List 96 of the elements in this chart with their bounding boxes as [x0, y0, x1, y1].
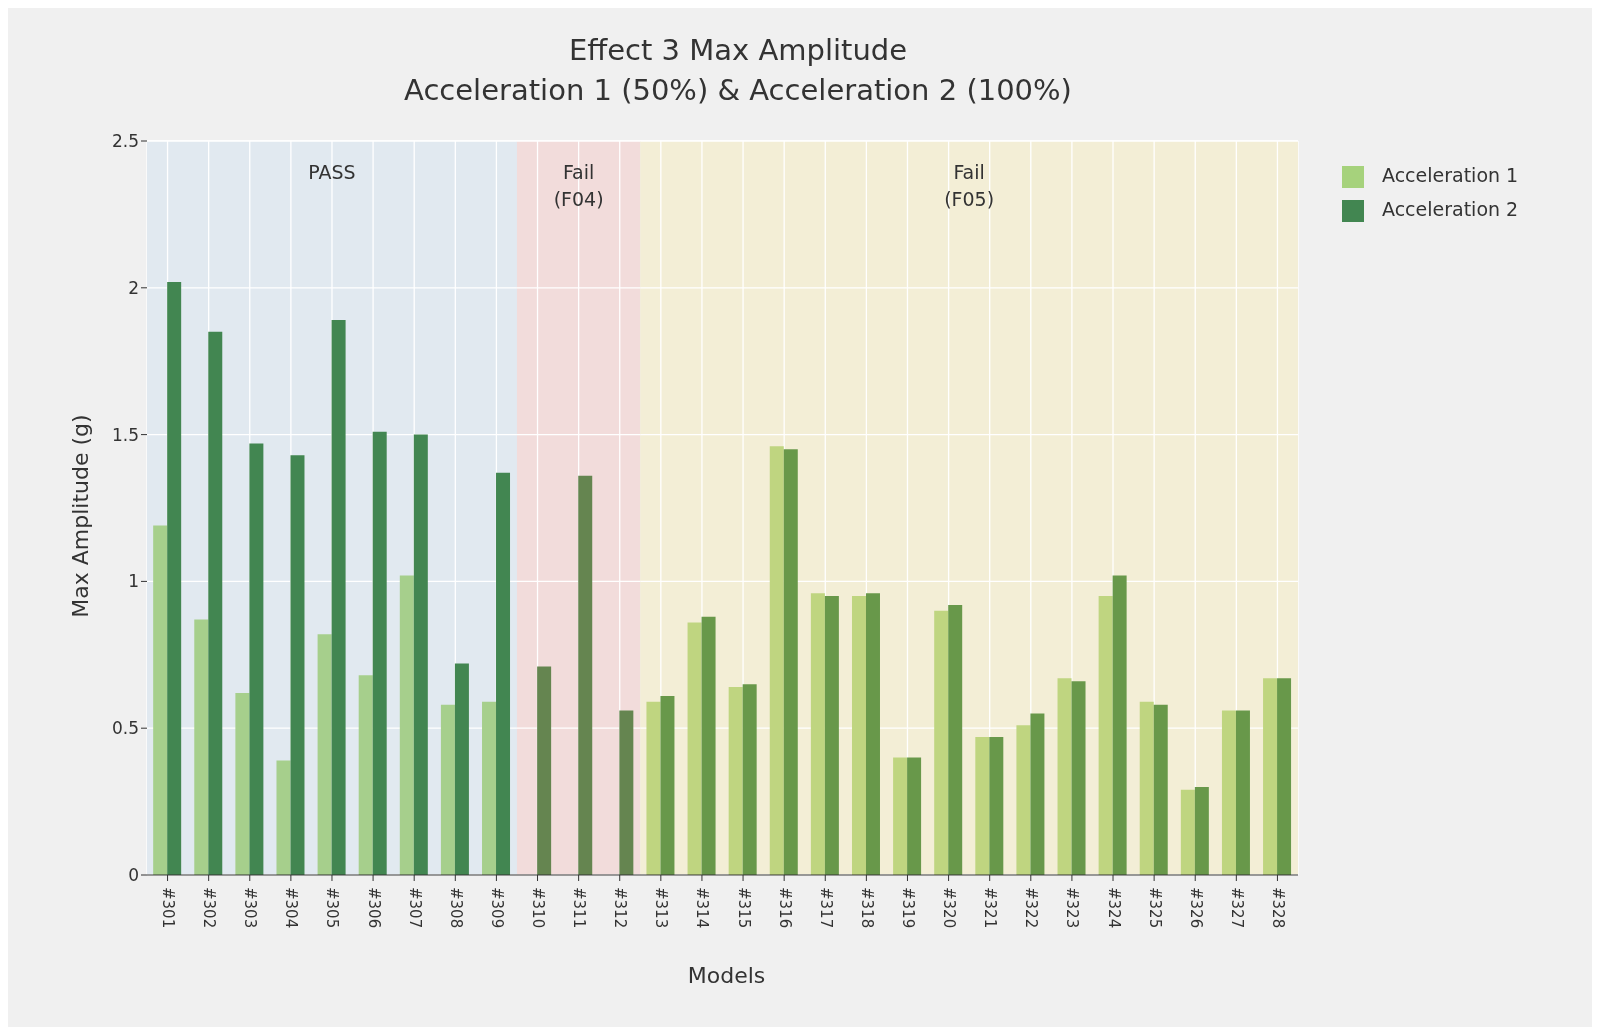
bar [208, 331, 223, 875]
bar [317, 634, 332, 875]
x-tick-label: #310 [529, 887, 548, 929]
bar [194, 619, 209, 875]
bar [358, 675, 373, 875]
x-tick-label: #318 [857, 887, 876, 929]
bar [1263, 678, 1278, 875]
bar [1071, 681, 1086, 875]
y-tick-label: 2.5 [111, 131, 139, 152]
x-tick-label: #321 [981, 887, 1000, 929]
legend-label: Acceleration 1 [1382, 164, 1519, 186]
band-label: PASS [308, 161, 356, 183]
bar [865, 593, 880, 875]
bar [646, 701, 661, 875]
y-tick-label: 2 [128, 277, 139, 298]
bar [482, 701, 497, 875]
bar [1221, 710, 1236, 875]
bar [153, 525, 168, 875]
bar [893, 757, 908, 875]
bar [660, 695, 675, 875]
bar [810, 593, 825, 875]
bar [824, 596, 839, 875]
y-axis-title: Max Amplitude (g) [67, 414, 93, 618]
bar [948, 604, 963, 875]
bar [578, 475, 593, 875]
x-tick-label: #303 [241, 887, 260, 929]
x-tick-label: #308 [446, 887, 465, 929]
bar [1112, 575, 1127, 875]
band-label: Fail (F05) [944, 161, 995, 210]
x-tick-label: #302 [200, 887, 219, 929]
x-tick-label: #304 [282, 887, 301, 929]
bar [413, 434, 428, 875]
bar [372, 431, 387, 875]
y-tick-label: 0.5 [111, 718, 139, 739]
bar [1030, 713, 1045, 875]
bar [276, 760, 291, 875]
x-tick-label: #323 [1063, 887, 1082, 929]
y-tick-label: 0 [128, 865, 139, 886]
bar [1057, 678, 1072, 875]
bar [290, 455, 305, 875]
bar [742, 684, 757, 875]
legend-label: Acceleration 2 [1382, 198, 1519, 220]
x-tick-label: #312 [611, 887, 630, 929]
x-tick-label: #316 [775, 887, 794, 929]
bar [1098, 596, 1113, 875]
bar [1277, 678, 1292, 875]
x-tick-label: #326 [1186, 887, 1205, 929]
x-tick-label: #314 [693, 887, 712, 929]
bar [1235, 710, 1250, 875]
x-tick-label: #325 [1145, 887, 1164, 929]
bar [975, 737, 990, 875]
band-label: Fail (F04) [553, 161, 604, 210]
bar [1180, 789, 1195, 875]
bar [907, 757, 922, 875]
bar [687, 622, 702, 875]
bar [331, 320, 346, 875]
x-tick-label: #305 [323, 887, 342, 929]
x-tick-label: #324 [1104, 887, 1123, 929]
bar [496, 472, 511, 875]
bar [440, 704, 455, 875]
bar [1016, 725, 1031, 875]
x-tick-label: #327 [1227, 887, 1246, 929]
bar [454, 663, 469, 875]
bar [167, 281, 182, 875]
x-tick-label: #309 [487, 887, 506, 929]
chart-subtitle: Acceleration 1 (50%) & Acceleration 2 (100%) [403, 72, 1073, 109]
bar [249, 443, 264, 875]
chart-title: Effect 3 Max Amplitude [567, 32, 909, 69]
bar [769, 446, 784, 875]
bar [1153, 704, 1168, 875]
bar [1139, 701, 1154, 875]
x-tick-label: #313 [652, 887, 671, 929]
x-tick-label: #306 [364, 887, 383, 929]
bar [851, 596, 866, 875]
y-tick-label: 1 [128, 571, 139, 592]
y-tick-label: 1.5 [111, 424, 139, 445]
bar [619, 710, 634, 875]
bar [989, 737, 1004, 875]
x-tick-label: #301 [159, 887, 178, 929]
x-tick-label: #320 [940, 887, 959, 929]
x-tick-label: #307 [405, 887, 424, 929]
bar [701, 616, 716, 875]
bar [399, 575, 414, 875]
x-tick-label: #328 [1268, 887, 1287, 929]
x-tick-label: #319 [898, 887, 917, 929]
bar [728, 687, 743, 875]
x-tick-label: #317 [816, 887, 835, 929]
bar [537, 666, 552, 875]
x-tick-label: #322 [1022, 887, 1041, 929]
bar [235, 692, 250, 875]
x-tick-label: #315 [734, 887, 753, 929]
bar [1194, 786, 1209, 875]
x-tick-label: #311 [570, 887, 589, 929]
bar [934, 610, 949, 875]
x-axis-title: Models [686, 963, 767, 988]
bar [783, 449, 798, 875]
